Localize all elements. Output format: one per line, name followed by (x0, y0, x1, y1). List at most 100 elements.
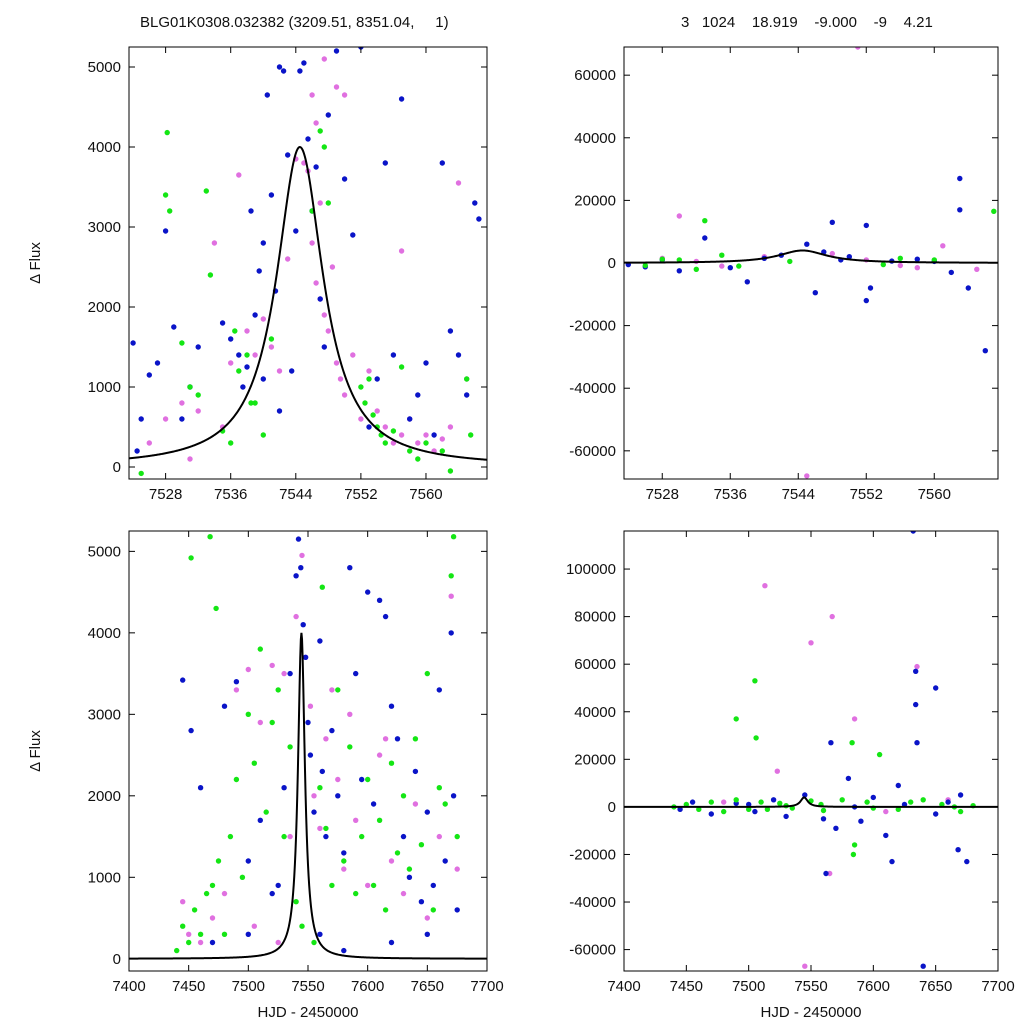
data-point (236, 172, 242, 178)
series-1 (721, 583, 951, 969)
series-2 (180, 524, 460, 954)
y-tick-label: 0 (608, 799, 616, 816)
data-point (221, 703, 228, 709)
data-point (295, 536, 302, 542)
data-point (365, 776, 371, 783)
data-point (957, 207, 963, 213)
data-point (236, 352, 242, 358)
data-point (251, 760, 257, 766)
data-point (400, 890, 407, 897)
data-point (839, 797, 845, 803)
data-point (914, 256, 920, 262)
data-point (424, 809, 430, 815)
data-point (298, 565, 304, 571)
data-point (233, 687, 240, 693)
model-curve (624, 249, 998, 264)
data-point (407, 448, 413, 454)
data-point (939, 801, 945, 808)
data-point (347, 711, 353, 717)
data-point (851, 842, 858, 848)
data-point (758, 799, 764, 805)
x-tick-label: 7550 (291, 978, 324, 995)
y-tick-label: 0 (113, 951, 121, 968)
data-point (940, 243, 946, 249)
data-point (365, 589, 371, 595)
data-point (285, 256, 291, 262)
data-point (233, 679, 240, 685)
data-point (245, 931, 251, 937)
data-point (365, 882, 371, 889)
data-point (362, 400, 368, 406)
data-point (329, 687, 335, 693)
data-point (472, 200, 478, 206)
x-tick-label: 7400 (112, 978, 145, 995)
x-tick-label: 7544 (279, 486, 312, 503)
data-point (315, 524, 320, 529)
data-point (248, 400, 254, 406)
data-point (863, 222, 869, 229)
panel-3: 7400 7450 7500 7550 7600 7650 7700 0 1000 2000 300… (27, 524, 504, 1021)
data-point (719, 263, 725, 269)
data-point (366, 424, 372, 430)
data-point (415, 392, 421, 398)
data-point (309, 92, 315, 98)
data-point (787, 258, 793, 265)
data-point (281, 785, 287, 791)
data-point (293, 573, 299, 579)
data-point (317, 296, 323, 302)
data-point (846, 254, 852, 260)
data-point (676, 257, 682, 263)
data-point (244, 328, 250, 334)
model-curve (129, 632, 487, 960)
data-point (311, 939, 317, 946)
y-tick-label: 2000 (88, 788, 121, 805)
data-point (353, 817, 359, 823)
data-point (382, 440, 388, 446)
data-point (260, 240, 266, 246)
y-axis-label: Δ Flux (27, 730, 44, 772)
data-point (347, 744, 353, 750)
data-point (424, 931, 430, 937)
data-point (333, 84, 340, 90)
y-tick-label: 40000 (574, 704, 616, 721)
data-point (676, 268, 682, 274)
data-point (197, 939, 204, 946)
data-point (455, 352, 462, 358)
data-point (302, 654, 309, 660)
data-point (171, 324, 177, 330)
data-point (221, 931, 228, 937)
data-point (920, 797, 926, 803)
data-point (195, 408, 201, 414)
data-point (359, 776, 365, 783)
data-point (829, 250, 835, 257)
data-point (464, 392, 470, 398)
data-point (400, 833, 407, 840)
data-point (442, 801, 448, 807)
data-point (285, 152, 291, 158)
data-point (186, 939, 192, 946)
data-point (301, 60, 307, 66)
data-point (341, 866, 347, 872)
data-point (341, 947, 347, 954)
data-point (207, 534, 213, 540)
data-point (423, 440, 429, 446)
data-point (398, 432, 405, 438)
x-tick-label: 7500 (732, 978, 765, 995)
data-point (317, 931, 323, 937)
data-point (227, 833, 234, 840)
data-point (209, 939, 216, 946)
data-point (802, 963, 808, 969)
data-point (883, 832, 889, 839)
data-point (167, 208, 173, 214)
data-point (423, 360, 429, 366)
data-point (870, 794, 876, 801)
data-point (293, 613, 299, 620)
data-point (329, 727, 335, 734)
data-point (439, 448, 445, 454)
data-point (260, 376, 266, 382)
data-point (895, 806, 901, 812)
data-point (394, 736, 401, 742)
data-point (350, 232, 356, 238)
x-tick-label: 7450 (670, 978, 703, 995)
data-point (187, 384, 193, 390)
